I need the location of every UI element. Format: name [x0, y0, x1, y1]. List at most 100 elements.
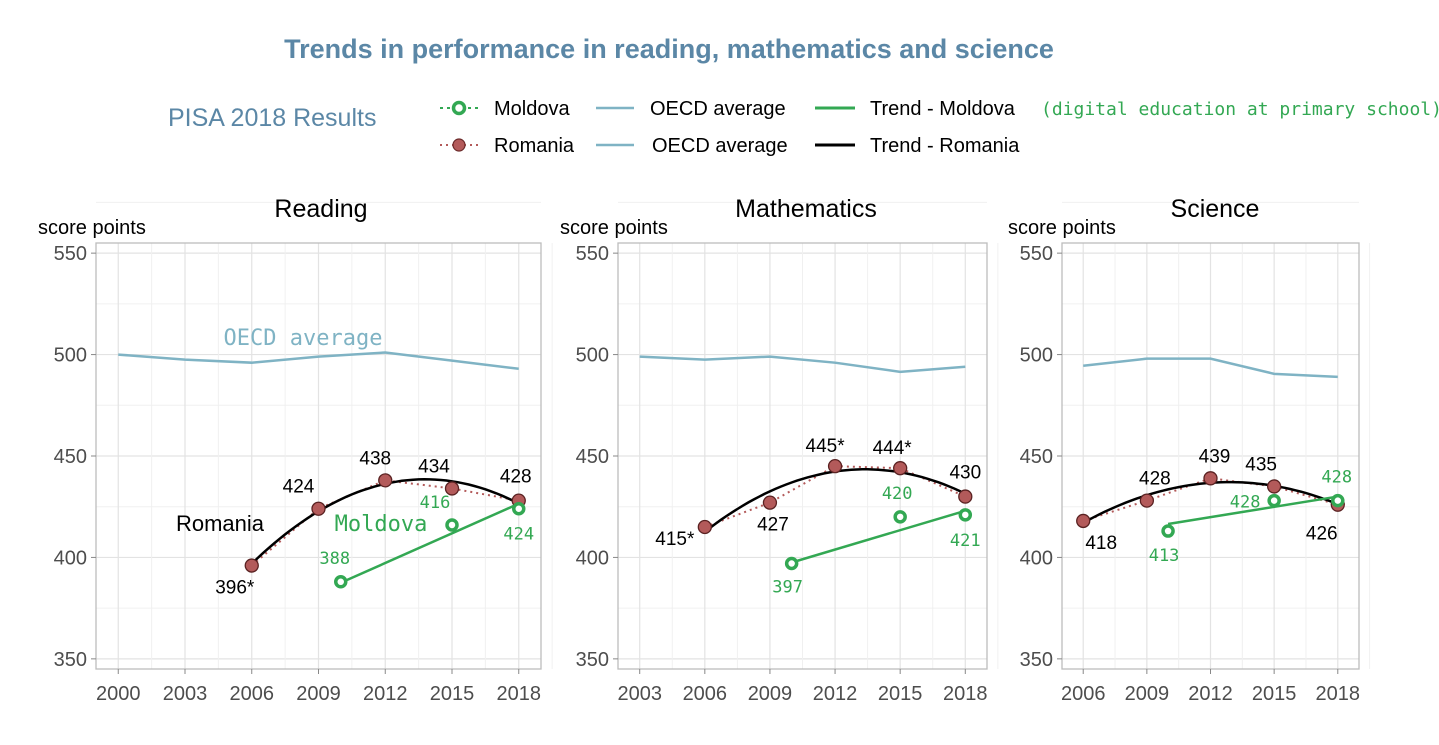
panel-title: Science [1171, 195, 1260, 223]
x-tick-label: 2015 [430, 683, 475, 705]
moldova-point [445, 518, 459, 532]
moldova-point [784, 556, 799, 571]
panel-title: Mathematics [735, 195, 877, 223]
x-tick-label: 2015 [1252, 683, 1297, 705]
legend-trend-romania-label: Trend - Romania [870, 135, 1020, 157]
moldova-value-label: 428 [1230, 493, 1261, 513]
chart-panel-mathematics: 350 400 450 500 550 2003 2006 2009 2012 2015 2018 M… [560, 195, 999, 705]
x-tick-label: 2015 [878, 683, 923, 705]
moldova-value-label: 428 [1321, 468, 1352, 488]
moldova-value-label: 424 [503, 525, 534, 545]
moldova-point [512, 501, 526, 516]
romania-annotation: Romania [176, 511, 265, 536]
moldova-trend-line [340, 502, 520, 584]
x-tick-label: 2018 [943, 683, 988, 705]
moldova-trend-line [1167, 495, 1338, 526]
romania-point [1139, 493, 1155, 508]
y-tick-label: 350 [54, 649, 87, 671]
moldova-point [1161, 524, 1175, 538]
romania-point [311, 501, 326, 516]
y-tick-label: 450 [54, 446, 87, 468]
x-tick-label: 2003 [163, 683, 208, 705]
moldova-annotation: Moldova [335, 512, 428, 537]
x-tick-label: 2012 [813, 683, 858, 705]
romania-value-label: 424 [283, 477, 315, 498]
romania-point [1076, 513, 1091, 529]
x-tick-label: 2009 [1125, 683, 1170, 705]
moldova-trend-line [791, 509, 966, 564]
moldova-value-label: 413 [1149, 546, 1180, 566]
legend-moldova-label: Moldova [494, 98, 570, 120]
legend-trend-moldova-label: Trend - Moldova [870, 98, 1016, 120]
y-tick-label: 550 [1020, 243, 1053, 265]
figure-subtitle: PISA 2018 Results [168, 104, 376, 132]
y-tick-label: 350 [1020, 649, 1053, 671]
x-tick-label: 2009 [296, 683, 341, 705]
romania-value-label: 415* [655, 529, 695, 550]
romania-value-label: 430 [949, 463, 981, 484]
gridlines [618, 201, 999, 669]
romania-point [444, 481, 460, 496]
y-tick-label: 350 [576, 649, 609, 671]
gridlines [1062, 201, 1371, 669]
moldova-point [1331, 493, 1345, 508]
y-tick-label: 400 [54, 547, 87, 569]
legend-note: (digital education at primary school) [1041, 99, 1439, 120]
x-tick-label: 2009 [748, 683, 793, 705]
figure-title: Trends in performance in reading, mathem… [284, 34, 1054, 64]
panel-title: Reading [274, 195, 367, 223]
y-tick-label: 400 [1020, 547, 1053, 569]
romania-value-label: 427 [757, 515, 789, 536]
legend-moldova-key [440, 100, 478, 116]
legend-oecd-label-2: OECD average [652, 135, 788, 157]
romania-value-label: 444* [873, 438, 913, 459]
romania-point [893, 461, 908, 476]
romania-point [697, 519, 712, 535]
legend-romania-label: Romania [494, 135, 575, 157]
romania-value-label: 428 [1139, 469, 1171, 490]
romania-value-label: 438 [359, 448, 391, 469]
x-tick-label: 2006 [1061, 683, 1106, 705]
moldova-value-label: 421 [950, 531, 981, 551]
romania-value-label: 418 [1085, 533, 1117, 554]
y-tick-label: 550 [54, 243, 87, 265]
romania-point [958, 489, 973, 504]
y-tick-label: 500 [1020, 345, 1053, 367]
y-tick-label: 500 [54, 345, 87, 367]
legend-oecd-label-1: OECD average [650, 98, 786, 120]
y-axis-label: score points [38, 217, 146, 239]
chart-panel-science: 350 400 450 500 550 2006 2009 2012 2015 2018 Scien… [1008, 195, 1371, 705]
x-tick-label: 2006 [683, 683, 728, 705]
oecd-average-line [118, 351, 519, 371]
moldova-point [958, 508, 973, 522]
moldova-point [893, 510, 907, 524]
romania-value-label: 426 [1306, 524, 1338, 545]
oecd-average-line [1083, 357, 1338, 379]
romania-point [378, 473, 393, 488]
legend: Moldova Romania OECD average OECD averag… [440, 98, 1439, 157]
x-tick-label: 2006 [230, 683, 275, 705]
y-tick-label: 500 [576, 345, 609, 367]
romania-point [1266, 479, 1282, 494]
x-tick-label: 2000 [96, 683, 141, 705]
x-tick-label: 2012 [1188, 683, 1233, 705]
romania-point [827, 458, 843, 474]
romania-value-label: 434 [418, 456, 450, 477]
oecd-average-line [639, 355, 966, 374]
romania-point [1203, 471, 1218, 486]
romania-value-label: 428 [500, 467, 532, 488]
moldova-value-label: 416 [420, 493, 451, 513]
y-axis-label: score points [1008, 217, 1116, 239]
moldova-value-label: 388 [319, 549, 350, 569]
x-tick-label: 2018 [1316, 683, 1361, 705]
y-axis-label: score points [560, 217, 668, 239]
romania-point [762, 495, 778, 510]
chart-panel-reading: 350 400 450 500 550 2000 2003 2006 2009 2012 2015 2… [38, 195, 553, 705]
y-tick-label: 450 [1020, 446, 1053, 468]
x-tick-label: 2012 [363, 683, 408, 705]
romania-value-label: 445* [806, 436, 846, 457]
moldova-point [1267, 493, 1281, 508]
chart-panels: 350 400 450 500 550 2000 2003 2006 2009 2012 2015 2… [38, 195, 1371, 705]
moldova-point [334, 575, 348, 589]
